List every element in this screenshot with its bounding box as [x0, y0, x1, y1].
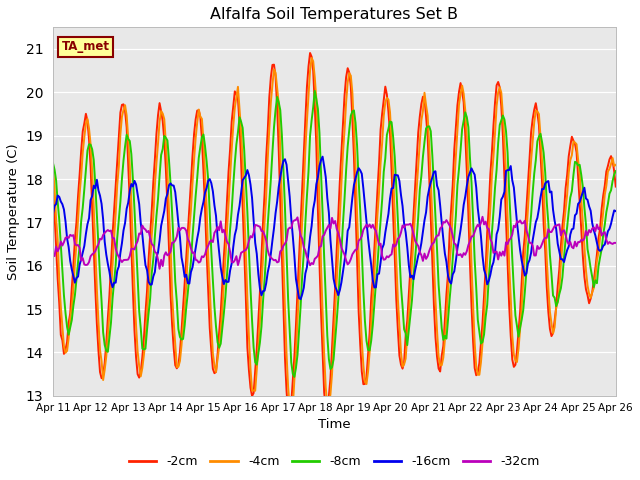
Legend: -2cm, -4cm, -8cm, -16cm, -32cm: -2cm, -4cm, -8cm, -16cm, -32cm: [124, 450, 545, 473]
Title: Alfalfa Soil Temperatures Set B: Alfalfa Soil Temperatures Set B: [211, 7, 458, 22]
Text: TA_met: TA_met: [61, 40, 109, 53]
Y-axis label: Soil Temperature (C): Soil Temperature (C): [7, 143, 20, 280]
X-axis label: Time: Time: [318, 418, 351, 431]
